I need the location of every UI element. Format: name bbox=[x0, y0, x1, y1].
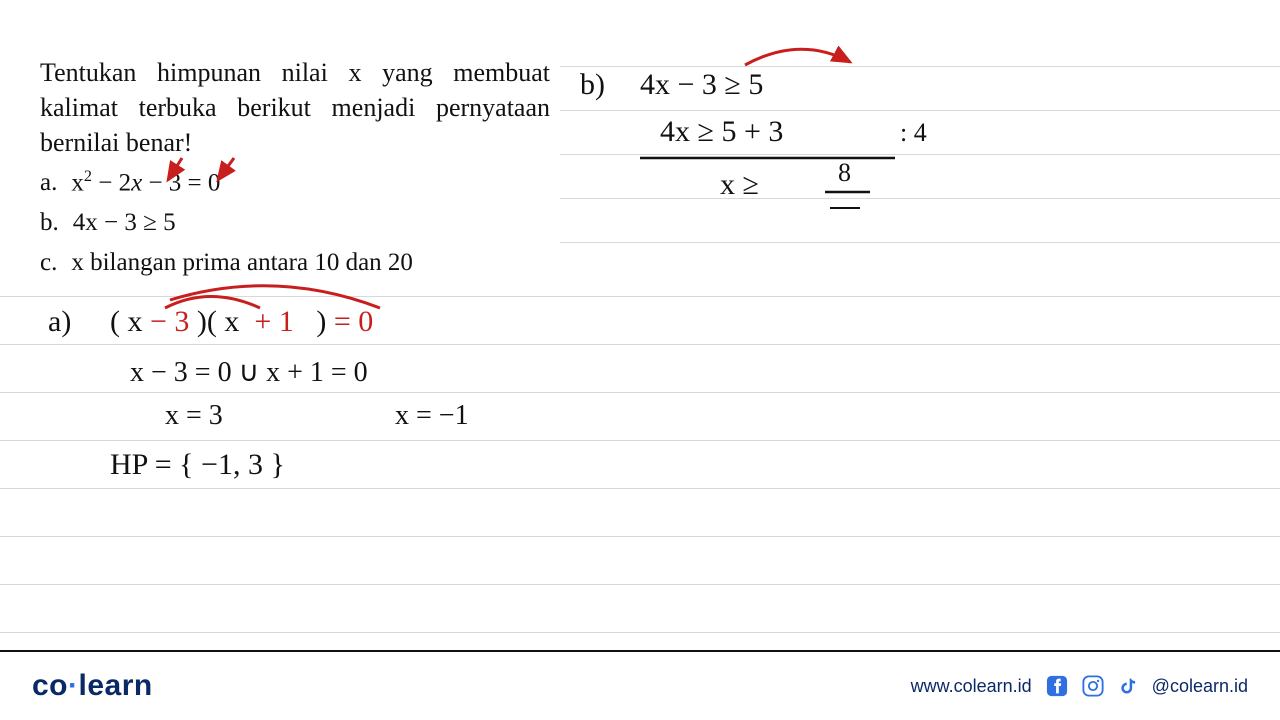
work-a-line1: ( x − 3 )( x + 1 ) = 0 bbox=[110, 305, 373, 339]
question-prompt: Tentukan himpunan nilai x yang membuat k… bbox=[40, 55, 550, 160]
work-b-line1: 4x − 3 ≥ 5 bbox=[640, 68, 763, 102]
work-a-line3b: x = −1 bbox=[395, 400, 469, 432]
question-item-b: b. 4x − 3 ≥ 5 bbox=[40, 206, 550, 240]
work-b-label: b) bbox=[580, 68, 605, 102]
instagram-icon bbox=[1082, 675, 1104, 697]
question-item-c: c. x bilangan prima antara 10 dan 20 bbox=[40, 246, 550, 280]
footer-right: www.colearn.id @colearn.id bbox=[911, 675, 1248, 697]
tiktok-icon bbox=[1118, 675, 1138, 697]
work-b-line2: 4x ≥ 5 + 3 bbox=[660, 115, 783, 149]
footer-url: www.colearn.id bbox=[911, 676, 1032, 697]
work-a-line4: HP = { −1, 3 } bbox=[110, 448, 285, 482]
work-a-line2: x − 3 = 0 ∪ x + 1 = 0 bbox=[130, 355, 368, 389]
facebook-icon bbox=[1046, 675, 1068, 697]
work-a-label: a) bbox=[48, 305, 71, 339]
question-item-a: a. x2 − 2x − 3 = 0 bbox=[40, 166, 550, 200]
footer-handle: @colearn.id bbox=[1152, 676, 1248, 697]
work-b-divnote: : 4 bbox=[900, 118, 927, 148]
work-b-line3: x ≥ bbox=[720, 168, 759, 202]
page: Tentukan himpunan nilai x yang membuat k… bbox=[0, 0, 1280, 720]
footer: co·learn www.colearn.id @colearn.id bbox=[0, 650, 1280, 720]
work-b-frac-num: 8 bbox=[838, 158, 851, 188]
work-a-line3a: x = 3 bbox=[165, 400, 223, 432]
brand-logo: co·learn bbox=[32, 669, 153, 703]
question-block: Tentukan himpunan nilai x yang membuat k… bbox=[40, 55, 550, 280]
